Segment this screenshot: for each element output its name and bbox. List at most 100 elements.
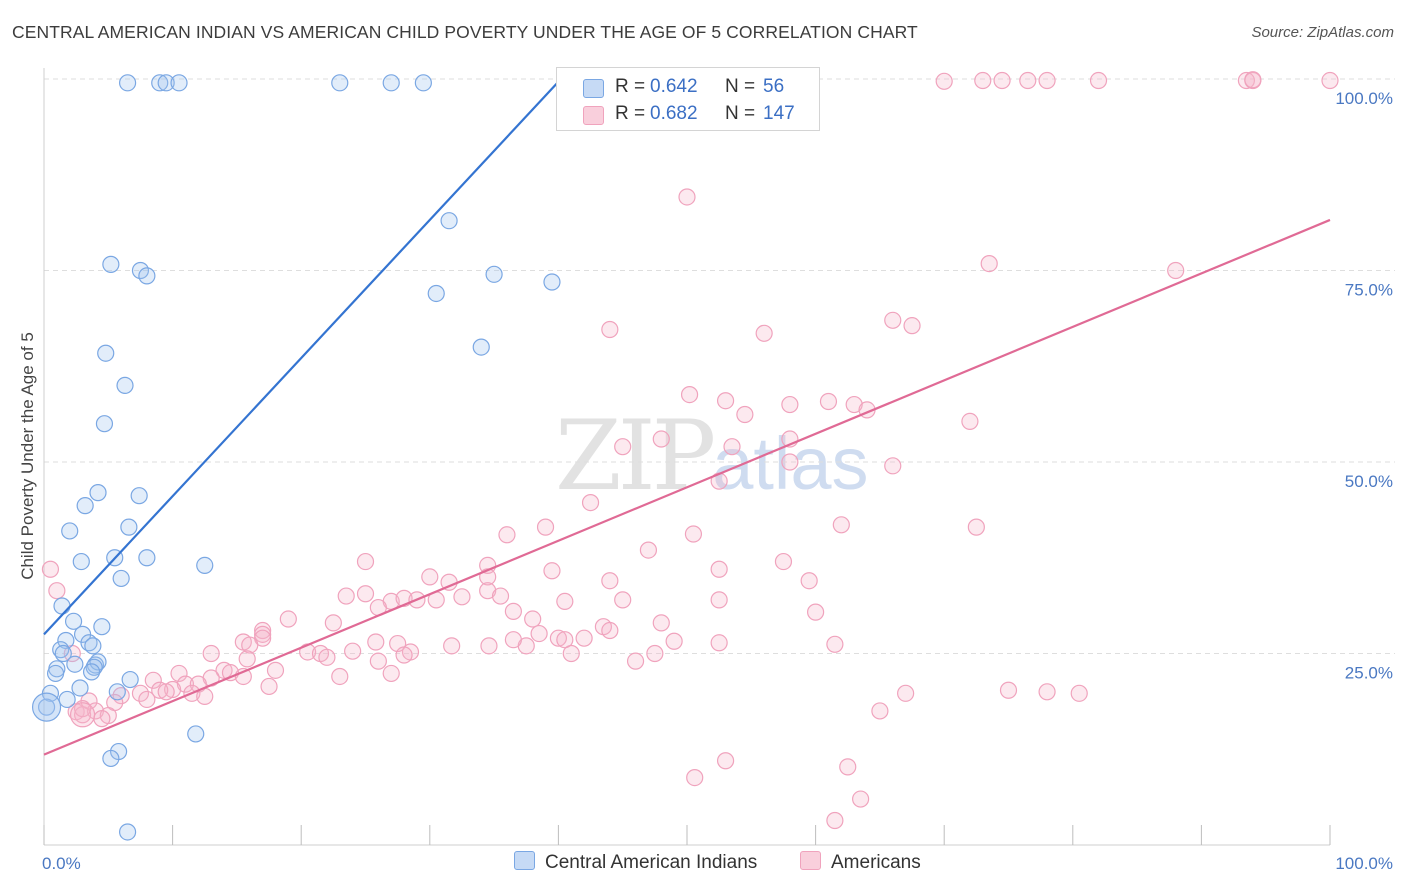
americans-point [652, 614, 670, 632]
central-american-indians-point [382, 74, 400, 92]
americans-point [1237, 71, 1256, 90]
americans-point [367, 633, 385, 651]
trend-lines [43, 78, 1331, 756]
central-american-indians-point [76, 497, 94, 515]
central-american-indians-point [331, 74, 349, 92]
americans-point [254, 625, 272, 643]
legend-item-americans[interactable]: Americans [800, 851, 921, 874]
americans-point [318, 648, 336, 666]
stats-legend: R = 0.642 N = 56 R = 0.682 N = 147 [556, 67, 820, 131]
central-american-indians-point [427, 284, 445, 303]
legend-item-central-american-indians[interactable]: Central American Indians [514, 851, 757, 874]
americans-point [974, 71, 992, 90]
central-american-indians-point [187, 725, 205, 743]
americans-point [935, 72, 953, 90]
americans-point [556, 592, 574, 611]
americans-point [710, 560, 728, 578]
americans-point [93, 710, 111, 728]
central-american-indians-point [170, 74, 188, 92]
americans-point [845, 395, 863, 414]
americans-point [1038, 683, 1056, 701]
y-axis-title: Child Poverty Under the Age of 5 [18, 332, 37, 580]
legend-n-value: 56 [763, 76, 785, 97]
americans-point [710, 634, 728, 652]
americans-point [480, 637, 498, 655]
central-american-indians-point [71, 679, 89, 697]
central-american-indians-point [543, 273, 561, 291]
americans-point [903, 317, 921, 335]
central-american-indians-point [84, 637, 102, 655]
americans-point [202, 644, 220, 663]
x-tick-label: 0.0% [42, 854, 81, 873]
americans-point [680, 385, 699, 404]
americans-point [1321, 71, 1339, 90]
americans-point [684, 525, 703, 543]
source-label: Source: ZipAtlas.com [1251, 24, 1394, 41]
americans-point [1089, 71, 1108, 90]
legend-r-value: 0.682 [650, 103, 698, 124]
americans-point [1038, 71, 1056, 90]
americans-point [774, 552, 793, 571]
americans-point [652, 430, 670, 448]
americans-point [961, 412, 979, 431]
legend-r-label: R = [615, 76, 646, 97]
central-american-indians-point [414, 74, 432, 92]
legend-swatch-pink [800, 851, 821, 870]
y-tick-label: 25.0% [1345, 664, 1393, 683]
y-tick-label: 75.0% [1345, 281, 1393, 300]
americans-point [504, 631, 522, 649]
americans-point [601, 572, 619, 590]
legend-row-central-american-indians: R = 0.642 N = 56 [557, 74, 819, 102]
central-american-indians-point [102, 749, 120, 768]
x-tick-label: 100.0% [1335, 854, 1393, 873]
central-american-indians-point [130, 487, 148, 505]
central-american-indians-point [85, 658, 103, 676]
central-american-indians-point [485, 265, 503, 283]
central-american-indians-point [108, 683, 126, 701]
americans-point [1070, 684, 1088, 702]
chart-title: CENTRAL AMERICAN INDIAN VS AMERICAN CHIL… [12, 22, 918, 42]
americans-point [504, 602, 522, 620]
central-american-indians-point [89, 484, 107, 502]
y-tick-label: 100.0% [1335, 89, 1393, 108]
trend-line-americans [43, 218, 1331, 756]
americans-point [131, 684, 150, 702]
central-american-indians-point [82, 663, 101, 681]
americans-point [138, 690, 156, 709]
americans-point [980, 255, 998, 273]
americans-point [157, 683, 175, 701]
central-american-indians-point [37, 698, 56, 716]
americans-point [678, 188, 696, 206]
central-american-indians-point [118, 74, 137, 92]
central-american-indians-point [54, 644, 72, 663]
americans-point [238, 650, 256, 668]
americans-point [832, 516, 850, 534]
central-american-indians-point [138, 549, 156, 567]
americans-point [48, 582, 66, 600]
central-american-indians-point [93, 618, 111, 636]
americans-point [395, 646, 413, 664]
legend-label: Americans [831, 852, 921, 873]
americans-point [144, 671, 162, 689]
americans-point [382, 664, 400, 683]
central-american-indians-point [61, 522, 79, 540]
americans-point [646, 644, 664, 663]
legend-row-americans: R = 0.682 N = 147 [557, 101, 819, 129]
central-american-indians-point [118, 823, 137, 841]
americans-point [356, 552, 375, 571]
americans-point [614, 438, 632, 456]
americans-point [736, 405, 754, 424]
americans-point [556, 631, 574, 649]
americans-point [716, 392, 735, 410]
americans-point [826, 635, 844, 653]
americans-point [781, 453, 799, 471]
americans-point [897, 684, 915, 702]
americans-point [279, 610, 297, 628]
americans-point [800, 572, 818, 590]
americans-point [260, 677, 278, 696]
americans-point [356, 585, 375, 603]
central-american-indians-point [66, 655, 84, 673]
legend-swatch-blue [583, 79, 604, 98]
watermark-zip: ZIP [555, 400, 716, 512]
